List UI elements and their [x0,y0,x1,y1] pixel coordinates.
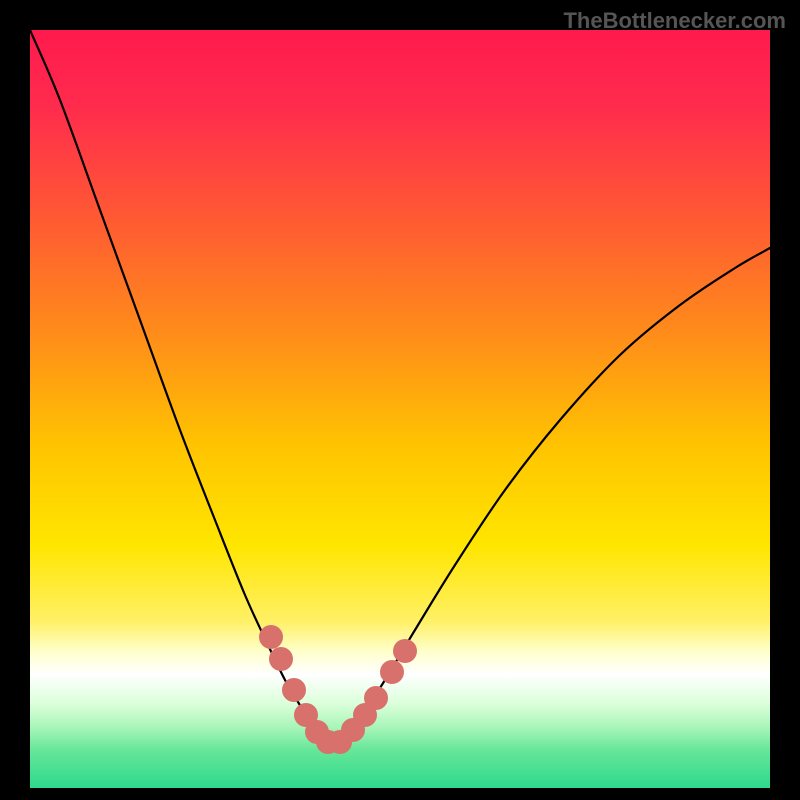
gradient-background [30,30,770,788]
watermark-text: TheBottlenecker.com [563,8,786,34]
chart-area [30,30,770,788]
